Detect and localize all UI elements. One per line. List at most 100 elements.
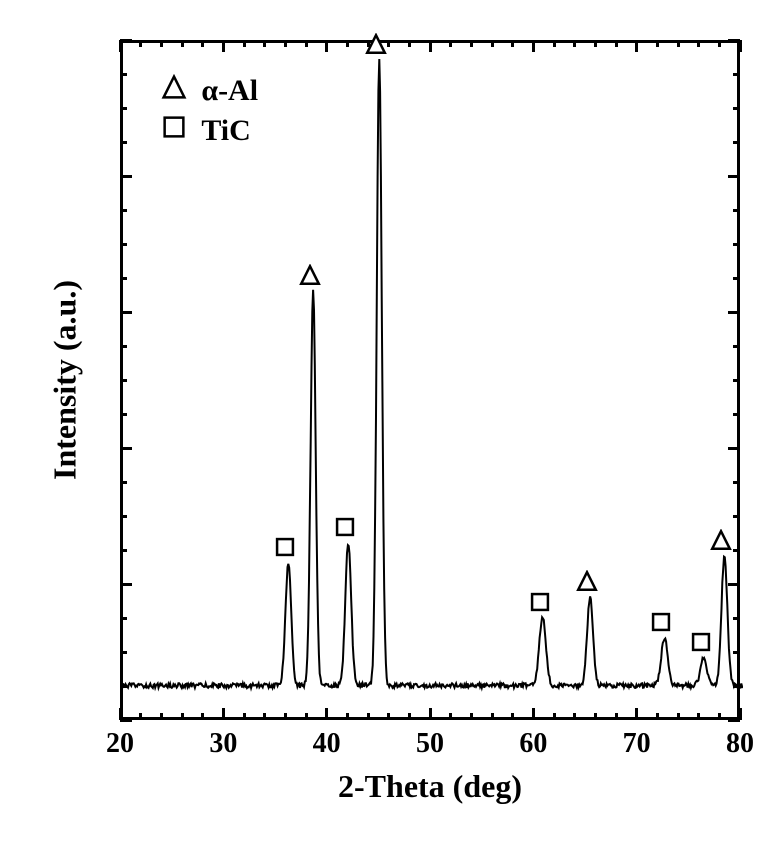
y-tick-major <box>728 39 740 42</box>
x-tick-minor <box>201 713 204 720</box>
x-tick-minor <box>615 713 618 720</box>
x-tick-minor <box>697 40 700 47</box>
y-tick-minor <box>120 651 127 654</box>
x-tick-minor <box>615 40 618 47</box>
x-tick-major <box>222 40 225 52</box>
x-tick-minor <box>243 40 246 47</box>
x-tick-minor <box>408 713 411 720</box>
x-tick-minor <box>656 40 659 47</box>
x-tick-minor <box>181 713 184 720</box>
y-tick-minor <box>733 515 740 518</box>
y-tick-minor <box>120 243 127 246</box>
x-tick-major <box>119 40 122 52</box>
x-tick-minor <box>408 40 411 47</box>
y-tick-minor <box>733 651 740 654</box>
y-tick-major <box>120 175 132 178</box>
x-tick-major <box>532 708 535 720</box>
x-tick-minor <box>553 713 556 720</box>
x-tick-minor <box>346 40 349 47</box>
y-tick-major <box>728 311 740 314</box>
y-tick-minor <box>733 617 740 620</box>
x-tick-minor <box>470 713 473 720</box>
x-tick-major <box>532 40 535 52</box>
y-tick-major <box>728 447 740 450</box>
x-tick-label: 60 <box>519 728 547 760</box>
y-tick-minor <box>120 685 127 688</box>
x-tick-label: 40 <box>313 728 341 760</box>
y-tick-minor <box>733 277 740 280</box>
peak-marker-triangle <box>576 570 598 592</box>
x-tick-minor <box>305 40 308 47</box>
x-tick-minor <box>697 713 700 720</box>
x-tick-minor <box>491 40 494 47</box>
figure: 2-Theta (deg) Intensity (a.u.) α-AlTiC 2… <box>0 0 782 861</box>
x-tick-minor <box>387 713 390 720</box>
x-tick-label: 50 <box>416 728 444 760</box>
y-tick-major <box>120 311 132 314</box>
y-tick-minor <box>733 107 740 110</box>
y-tick-minor <box>733 209 740 212</box>
x-tick-major <box>429 40 432 52</box>
peak-marker-square <box>274 536 296 558</box>
y-tick-minor <box>733 481 740 484</box>
peak-marker-triangle <box>710 529 732 551</box>
y-tick-minor <box>120 481 127 484</box>
y-tick-minor <box>733 549 740 552</box>
x-tick-minor <box>387 40 390 47</box>
peak-marker-triangle <box>299 264 321 286</box>
y-tick-minor <box>120 515 127 518</box>
x-tick-minor <box>139 713 142 720</box>
x-tick-minor <box>346 713 349 720</box>
x-tick-minor <box>718 40 721 47</box>
x-tick-minor <box>181 40 184 47</box>
triangle-icon <box>161 74 187 108</box>
y-tick-major <box>120 39 132 42</box>
y-tick-minor <box>733 345 740 348</box>
y-tick-minor <box>733 685 740 688</box>
x-tick-major <box>635 40 638 52</box>
y-tick-minor <box>120 413 127 416</box>
y-tick-minor <box>120 107 127 110</box>
y-tick-minor <box>733 73 740 76</box>
x-tick-minor <box>263 40 266 47</box>
x-tick-minor <box>553 40 556 47</box>
y-tick-major <box>120 719 132 722</box>
x-tick-major <box>635 708 638 720</box>
y-tick-minor <box>120 209 127 212</box>
x-tick-major <box>325 40 328 52</box>
peak-marker-square <box>650 611 672 633</box>
y-tick-major <box>728 583 740 586</box>
x-tick-label: 20 <box>106 728 134 760</box>
x-tick-minor <box>594 713 597 720</box>
x-tick-minor <box>367 713 370 720</box>
x-tick-minor <box>305 713 308 720</box>
legend-item: α-Al <box>161 74 258 108</box>
x-tick-label: 30 <box>209 728 237 760</box>
y-tick-major <box>728 719 740 722</box>
y-tick-major <box>728 175 740 178</box>
x-tick-label: 70 <box>623 728 651 760</box>
y-tick-minor <box>120 277 127 280</box>
x-tick-minor <box>160 713 163 720</box>
x-tick-minor <box>201 40 204 47</box>
y-tick-minor <box>120 617 127 620</box>
x-tick-minor <box>449 40 452 47</box>
x-tick-minor <box>656 713 659 720</box>
y-tick-minor <box>120 549 127 552</box>
x-tick-minor <box>449 713 452 720</box>
x-tick-major <box>739 40 742 52</box>
x-tick-minor <box>718 713 721 720</box>
x-tick-minor <box>284 713 287 720</box>
x-tick-minor <box>594 40 597 47</box>
legend: α-AlTiC <box>161 74 258 154</box>
peak-marker-square <box>690 631 712 653</box>
peak-marker-square <box>334 516 356 538</box>
square-icon <box>161 114 187 148</box>
y-axis-title: Intensity (a.u.) <box>47 280 84 480</box>
x-tick-major <box>222 708 225 720</box>
x-tick-minor <box>263 713 266 720</box>
y-tick-major <box>120 447 132 450</box>
y-tick-minor <box>120 141 127 144</box>
x-tick-minor <box>573 713 576 720</box>
peak-marker-triangle <box>365 33 387 55</box>
